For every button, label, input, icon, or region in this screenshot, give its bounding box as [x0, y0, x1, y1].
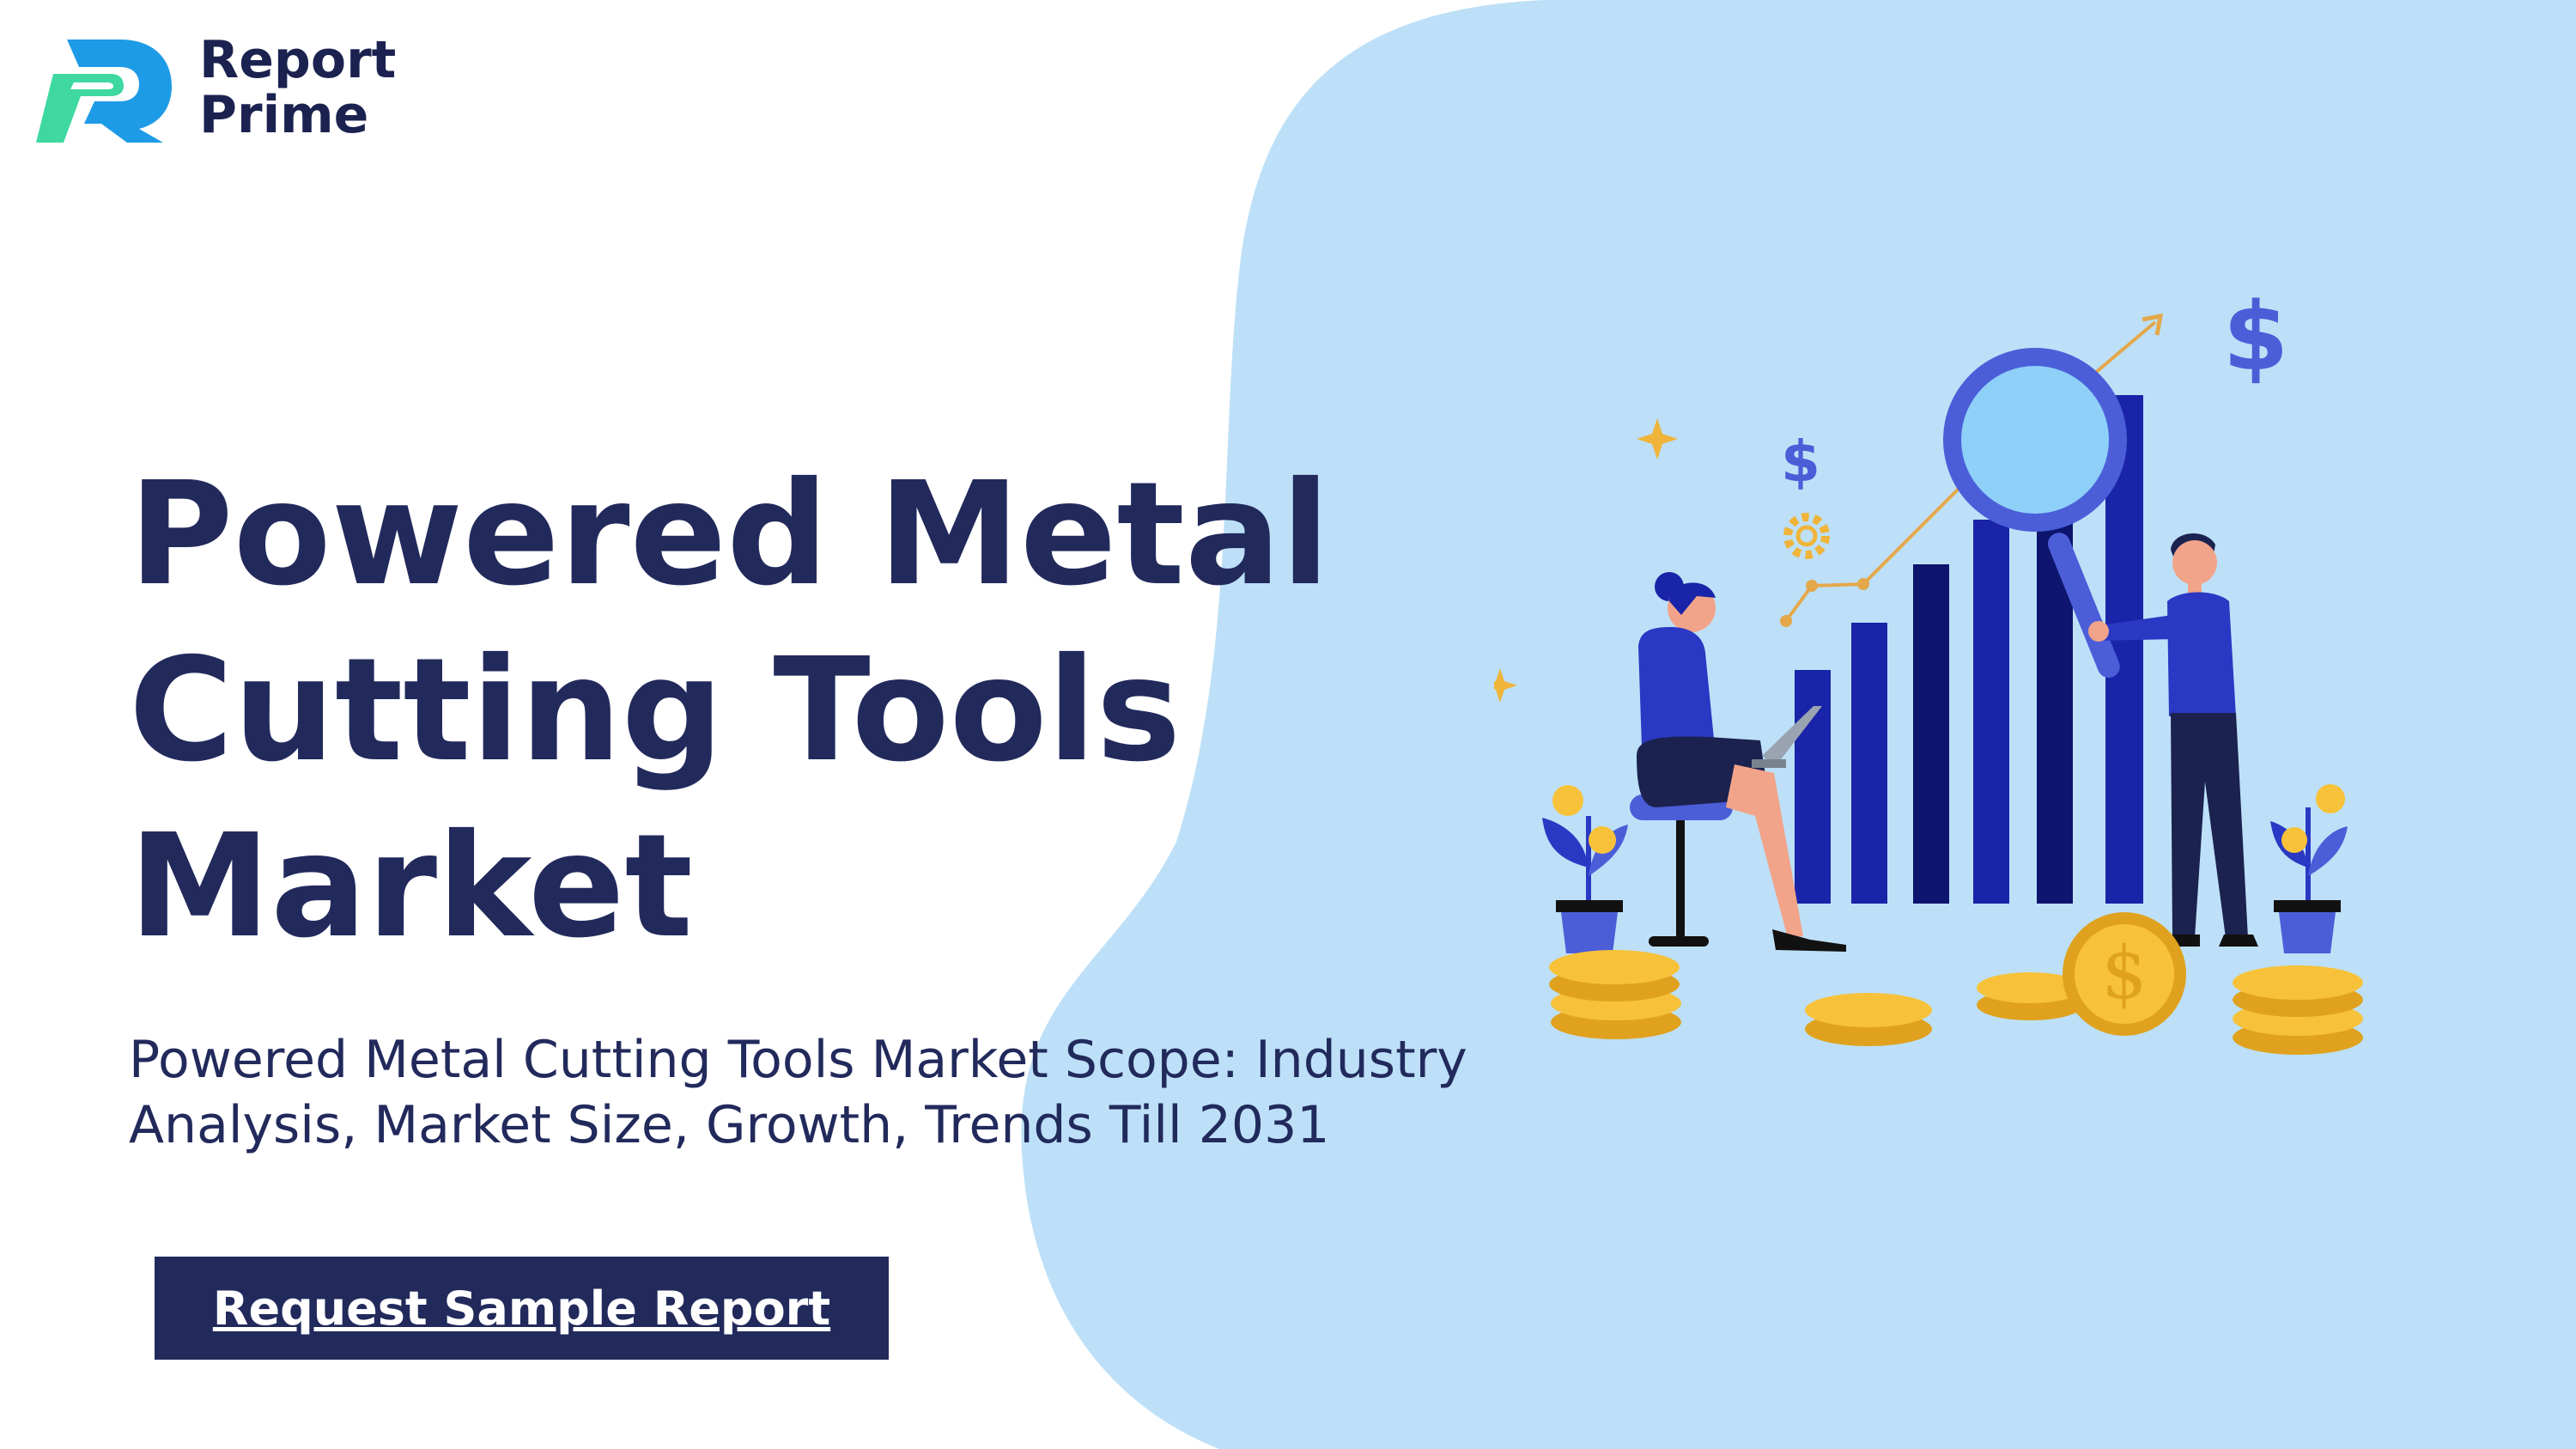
- man-with-magnifier-figure: [2088, 533, 2258, 947]
- title-line3: Market: [129, 804, 693, 970]
- brand-name: Report Prime: [199, 33, 396, 143]
- subtitle-line2: Analysis, Market Size, Growth, Trends Ti…: [129, 1095, 1330, 1155]
- coin-stack-icon: [2233, 965, 2363, 1055]
- page-title: Powered Metal Cutting Tools Market: [129, 447, 1468, 975]
- svg-text:$: $: [2101, 931, 2147, 1015]
- plant-pot-icon: [1542, 785, 1628, 953]
- dollar-icon: $: [1781, 429, 1820, 495]
- title-line2: Cutting Tools: [129, 628, 1182, 794]
- plant-pot-icon: [2270, 784, 2348, 953]
- report-prime-logo-icon: [36, 40, 172, 143]
- gear-icon: [1783, 513, 1830, 559]
- page-subtitle: Powered Metal Cutting Tools Market Scope…: [129, 1027, 1571, 1158]
- coin-stack-icon: [1549, 950, 1681, 1039]
- coin-stack-icon: [1977, 972, 2083, 1020]
- sparkle-icon: [1637, 418, 1678, 460]
- magnifying-glass-icon: [1943, 348, 2127, 679]
- request-sample-report-button[interactable]: Request Sample Report: [155, 1257, 889, 1360]
- title-line1: Powered Metal: [129, 452, 1330, 618]
- sparkle-icon: [1494, 668, 1517, 703]
- woman-with-laptop-figure: [1630, 572, 1846, 952]
- coin-stack-icon: [1805, 993, 1932, 1046]
- market-analysis-illustration: $ $: [1494, 282, 2363, 1055]
- dollar-icon: $: [2223, 282, 2289, 392]
- brand-logo[interactable]: Report Prime: [34, 31, 429, 151]
- subtitle-line1: Powered Metal Cutting Tools Market Scope…: [129, 1030, 1467, 1090]
- brand-name-line1: Report: [199, 30, 397, 90]
- brand-name-line2: Prime: [199, 85, 369, 145]
- coin-icon: $: [2063, 912, 2186, 1036]
